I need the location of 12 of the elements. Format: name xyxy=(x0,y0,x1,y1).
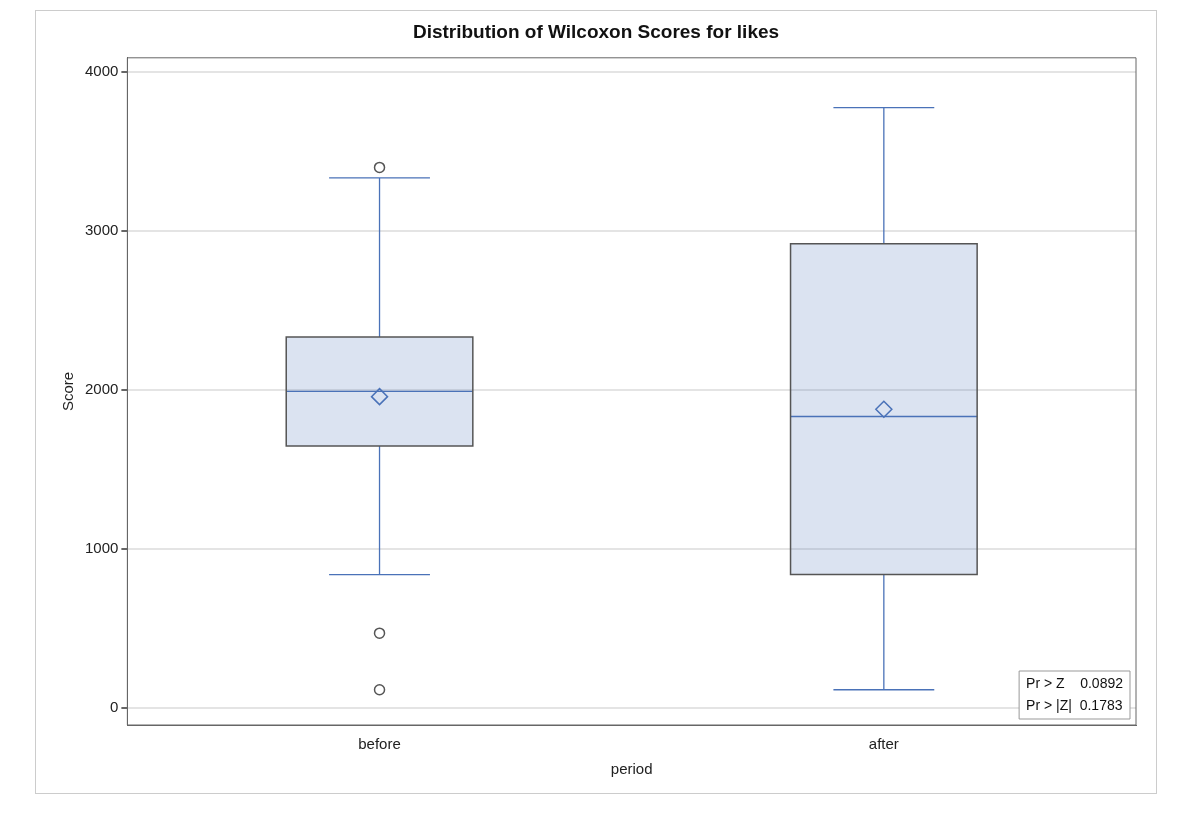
y-tick-label: 1000 xyxy=(84,538,119,556)
y-tick-label: 0 xyxy=(110,697,119,715)
x-tick-label: before xyxy=(358,735,401,753)
y-tick-label: 4000 xyxy=(84,62,119,80)
x-axis-title: period xyxy=(610,760,653,778)
chart-title: Distribution of Wilcoxon Scores for likes xyxy=(412,20,780,42)
annotation: Pr > Z 0.0892 xyxy=(1026,674,1124,691)
annotation: Pr > |Z| 0.1783 xyxy=(1026,696,1123,713)
y-tick-label: 2000 xyxy=(84,379,119,397)
y-tick-label: 3000 xyxy=(84,221,119,239)
y-axis-title: Score xyxy=(59,371,77,411)
x-tick-label: after xyxy=(868,735,899,753)
